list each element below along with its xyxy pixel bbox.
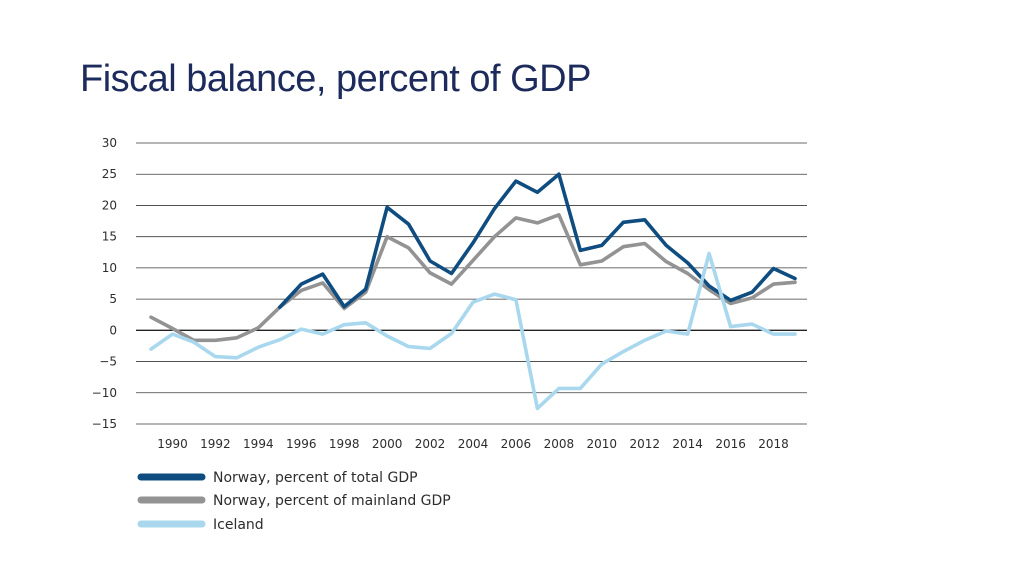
x-tick-label: 2004: [458, 437, 489, 451]
y-tick-label: −10: [92, 386, 117, 400]
x-tick-label: 2014: [672, 437, 703, 451]
legend: Norway, percent of total GDP Norway, perc…: [137, 470, 451, 533]
x-tick-label: 2012: [629, 437, 660, 451]
slide-title: Fiscal balance, percent of GDP: [80, 58, 591, 100]
legend-label: Norway, percent of total GDP: [213, 470, 418, 486]
y-tick-label: 5: [109, 292, 117, 306]
y-tick-label: 30: [102, 136, 117, 150]
y-tick-label: −5: [99, 355, 117, 369]
x-tick-label: 2016: [715, 437, 746, 451]
x-tick-label: 2008: [544, 437, 575, 451]
y-tick-label: −15: [92, 417, 117, 431]
x-tick-label: 2002: [415, 437, 446, 451]
x-tick-label: 2000: [372, 437, 403, 451]
legend-label: Iceland: [213, 517, 264, 533]
y-tick-label: 25: [102, 167, 117, 181]
x-tick-label: 2006: [501, 437, 532, 451]
series-line-norway-total: [277, 172, 797, 310]
x-tick-label: 1994: [243, 437, 274, 451]
y-tick-label: 20: [102, 198, 117, 212]
x-tick-label: 1990: [157, 437, 188, 451]
series-line-iceland: [149, 251, 797, 411]
x-tick-label: 1996: [286, 437, 317, 451]
gridlines: [136, 142, 807, 425]
y-axis-tick-labels: 30 25 20 15 10 5 0 −5 −10 −15: [92, 136, 117, 431]
x-tick-label: 1998: [329, 437, 360, 451]
y-tick-label: 10: [102, 261, 117, 275]
y-tick-label: 15: [102, 230, 117, 244]
y-tick-label: 0: [109, 323, 117, 337]
x-tick-label: 2010: [587, 437, 618, 451]
x-tick-label: 1992: [200, 437, 231, 451]
series-lines: [149, 172, 797, 411]
series-line-norway-mainland: [149, 213, 797, 343]
x-tick-label: 2018: [758, 437, 789, 451]
x-axis-tick-labels: 1990 1992 1994 1996 1998 2000 2002 2004 2006 2008…: [157, 437, 789, 451]
legend-label: Norway, percent of mainland GDP: [213, 493, 451, 509]
